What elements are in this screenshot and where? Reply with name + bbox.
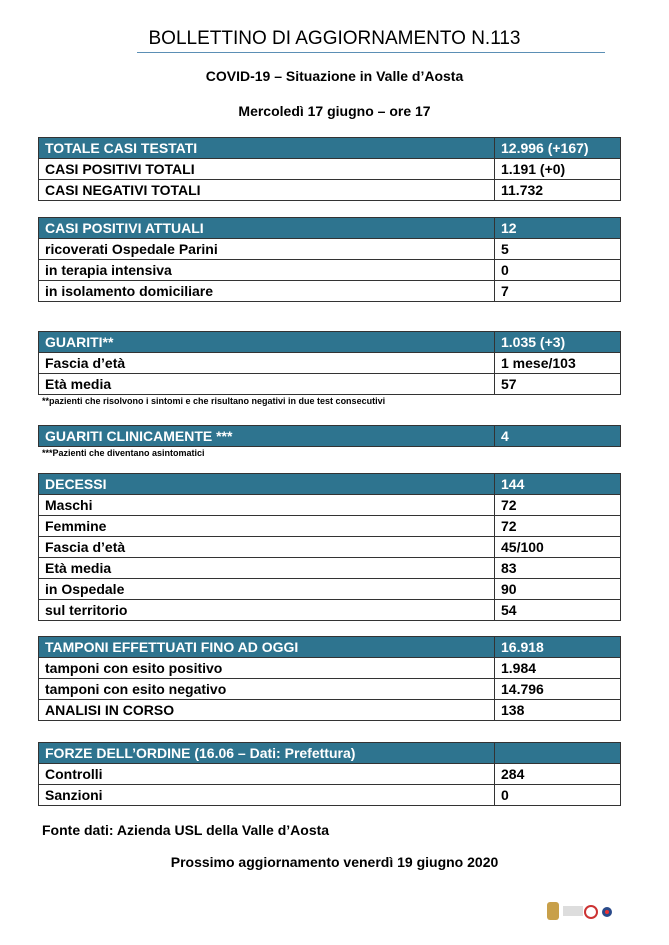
header-cell: 1.035 (+3) [494, 331, 621, 353]
row: CASI POSITIVI TOTALI 1.191 (+0) [38, 158, 621, 180]
cell: Sanzioni [38, 784, 495, 806]
title-rule [137, 52, 605, 53]
cell: ANALISI IN CORSO [38, 699, 495, 721]
cell: 284 [494, 763, 621, 785]
cell: 138 [494, 699, 621, 721]
cell: 1.984 [494, 657, 621, 679]
row: Fascia d’età 45/100 [38, 536, 621, 558]
cell: 72 [494, 515, 621, 537]
next-update: Prossimo aggiornamento venerdì 19 giugno… [170, 854, 499, 870]
row: tamponi con esito positivo 1.984 [38, 657, 621, 679]
table: TOTALE CASI TESTATI 12.996 (+167) CASI POS… [38, 137, 621, 201]
cell: 1.191 (+0) [494, 158, 621, 180]
row: in Ospedale 90 [38, 578, 621, 600]
table: GUARITI** 1.035 (+3) Fascia d’età 1 mese/10… [38, 331, 621, 395]
row: Femmine 72 [38, 515, 621, 537]
cell: tamponi con esito positivo [38, 657, 495, 679]
cell: 57 [494, 373, 621, 395]
cell: 54 [494, 599, 621, 621]
cell: CASI POSITIVI TOTALI [38, 158, 495, 180]
row: Età media 83 [38, 557, 621, 579]
row: ricoverati Ospedale Parini 5 [38, 238, 621, 260]
table: GUARITI CLINICAMENTE *** 4 [38, 425, 621, 447]
cell: in terapia intensiva [38, 259, 495, 281]
row: Età media 57 [38, 373, 621, 395]
cell: tamponi con esito negativo [38, 678, 495, 700]
row: sul territorio 54 [38, 599, 621, 621]
row: in isolamento domiciliare 7 [38, 280, 621, 302]
row: Fascia d’età 1 mese/103 [38, 352, 621, 374]
cell: 45/100 [494, 536, 621, 558]
header-cell-empty [494, 742, 621, 764]
row: Sanzioni 0 [38, 784, 621, 806]
cell: in Ospedale [38, 578, 495, 600]
cell: in isolamento domiciliare [38, 280, 495, 302]
cell: 11.732 [494, 179, 621, 201]
cell: ricoverati Ospedale Parini [38, 238, 495, 260]
title: BOLLETTINO DI AGGIORNAMENTO N.113 [148, 28, 521, 49]
header-cell: GUARITI** [38, 331, 495, 353]
cell: 14.796 [494, 678, 621, 700]
table: DECESSI 144 Maschi 72 Femmine 72 Fascia d’età 4… [38, 473, 621, 621]
cell: 0 [494, 784, 621, 806]
cell: 72 [494, 494, 621, 516]
footnote: **pazienti che risolvono i sintomi e che… [42, 396, 386, 406]
logos [547, 902, 612, 920]
header-cell: TAMPONI EFFETTUATI FINO AD OGGI [38, 636, 495, 658]
header-cell: 12.996 (+167) [494, 137, 621, 159]
header-cell: TOTALE CASI TESTATI [38, 137, 495, 159]
header-cell: 16.918 [494, 636, 621, 658]
header-row: GUARITI CLINICAMENTE *** 4 [38, 425, 621, 447]
row: ANALISI IN CORSO 138 [38, 699, 621, 721]
cell: 83 [494, 557, 621, 579]
cell: CASI NEGATIVI TOTALI [38, 179, 495, 201]
table: TAMPONI EFFETTUATI FINO AD OGGI 16.918 tam… [38, 636, 621, 721]
cell: Fascia d’età [38, 536, 495, 558]
cell: Età media [38, 557, 495, 579]
subtitle: COVID-19 – Situazione in Valle d’Aosta [205, 68, 464, 84]
cell: Fascia d’età [38, 352, 495, 374]
cell: sul territorio [38, 599, 495, 621]
cell: Controlli [38, 763, 495, 785]
row: in terapia intensiva 0 [38, 259, 621, 281]
date: Mercoledì 17 giugno – ore 17 [238, 103, 431, 119]
header-cell: FORZE DELL’ORDINE (16.06 – Dati: Prefett… [38, 742, 495, 764]
cell: Femmine [38, 515, 495, 537]
row: tamponi con esito negativo 14.796 [38, 678, 621, 700]
cell: 7 [494, 280, 621, 302]
header-cell: GUARITI CLINICAMENTE *** [38, 425, 495, 447]
header-row: DECESSI 144 [38, 473, 621, 495]
header-cell: 4 [494, 425, 621, 447]
row: Controlli 284 [38, 763, 621, 785]
cell: 90 [494, 578, 621, 600]
table: FORZE DELL’ORDINE (16.06 – Dati: Prefett… [38, 742, 621, 806]
footnote: ***Pazienti che diventano asintomatici [42, 448, 205, 458]
source: Fonte dati: Azienda USL della Valle d’Ao… [42, 822, 330, 838]
cell: 1 mese/103 [494, 352, 621, 374]
cell: 5 [494, 238, 621, 260]
table: CASI POSITIVI ATTUALI 12 ricoverati Ospeda… [38, 217, 621, 302]
header-row: TOTALE CASI TESTATI 12.996 (+167) [38, 137, 621, 159]
header-cell: DECESSI [38, 473, 495, 495]
header-cell: 144 [494, 473, 621, 495]
header-cell: CASI POSITIVI ATTUALI [38, 217, 495, 239]
cell: Età media [38, 373, 495, 395]
header-row: GUARITI** 1.035 (+3) [38, 331, 621, 353]
header-row: TAMPONI EFFETTUATI FINO AD OGGI 16.918 [38, 636, 621, 658]
header-cell: 12 [494, 217, 621, 239]
row: Maschi 72 [38, 494, 621, 516]
header-row: FORZE DELL’ORDINE (16.06 – Dati: Prefett… [38, 742, 621, 764]
row: CASI NEGATIVI TOTALI 11.732 [38, 179, 621, 201]
header-row: CASI POSITIVI ATTUALI 12 [38, 217, 621, 239]
cell: Maschi [38, 494, 495, 516]
cell: 0 [494, 259, 621, 281]
